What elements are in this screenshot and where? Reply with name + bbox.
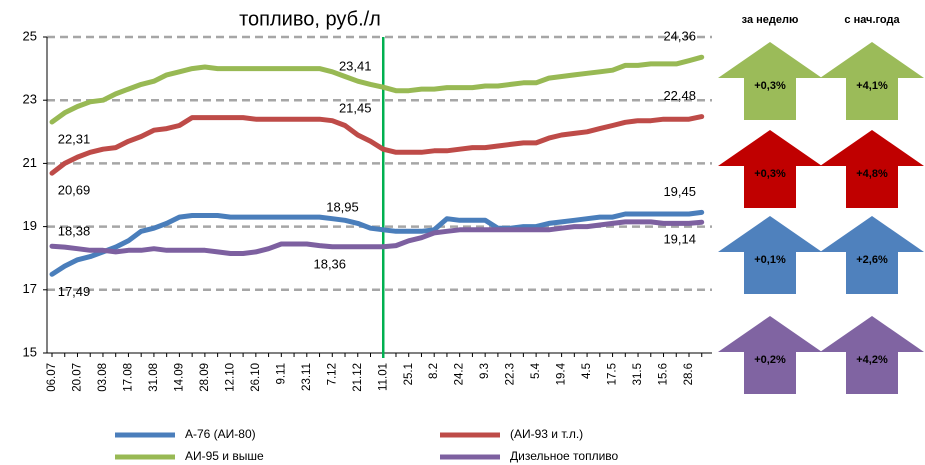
- arrow: [820, 216, 924, 294]
- y-tick-label: 15: [23, 344, 37, 359]
- series-line: [49, 114, 705, 176]
- y-tick-label: 21: [23, 155, 37, 170]
- arrow: [718, 130, 822, 208]
- x-tick-label: 06.07: [46, 363, 58, 392]
- y-tick-label: 23: [23, 92, 37, 107]
- y-tick-label: 17: [23, 281, 37, 296]
- arrow: [820, 42, 924, 120]
- panel-header: с нач.года: [844, 14, 900, 26]
- x-tick-label: 21.12: [352, 363, 364, 392]
- panel-header: за неделю: [742, 14, 799, 26]
- arrow-label: +2,6%: [856, 254, 888, 266]
- x-tick-label: 31.5: [632, 363, 644, 385]
- data-label: 18,38: [58, 224, 91, 239]
- x-tick-label: 17.5: [607, 363, 619, 385]
- legend-label: (АИ-93 и т.л.): [510, 427, 583, 441]
- series-line: [49, 219, 705, 256]
- x-tick-label: 28.09: [199, 363, 211, 392]
- data-label: 22,48: [663, 88, 696, 103]
- data-label: 23,41: [339, 59, 372, 74]
- y-tick-label: 19: [23, 218, 37, 233]
- x-tick-label: 12.10: [224, 363, 236, 392]
- arrow-label: +0,1%: [754, 254, 786, 266]
- arrow: [820, 316, 924, 394]
- data-label: 20,69: [58, 183, 91, 198]
- x-tick-label: 31.08: [148, 363, 160, 392]
- legend-label: Дизельное топливо: [510, 449, 619, 463]
- data-label: 24,36: [663, 29, 696, 44]
- arrow: [718, 216, 822, 294]
- x-tick-label: 5.4: [530, 362, 542, 379]
- x-tick-label: 15.6: [658, 363, 670, 385]
- x-tick-label: 23.11: [301, 363, 313, 391]
- data-label: 22,31: [58, 131, 91, 146]
- data-label: 21,45: [339, 101, 372, 116]
- legend-label: АИ-95 и выше: [185, 449, 264, 463]
- arrow-label: +0,3%: [754, 168, 786, 180]
- arrow: [820, 130, 924, 208]
- chart-title: топливо, руб./л: [239, 8, 381, 30]
- x-tick-label: 03.08: [97, 363, 109, 392]
- x-tick-label: 8.2: [428, 363, 440, 379]
- x-tick-label: 4.5: [581, 363, 593, 379]
- arrow-label: +0,3%: [754, 80, 786, 92]
- x-tick-label: 28.6: [683, 363, 695, 385]
- arrow-label: +4,1%: [856, 80, 888, 92]
- legend-label: А-76 (АИ-80): [185, 427, 256, 441]
- x-tick-label: 19.4: [556, 362, 568, 385]
- data-label: 18,36: [313, 256, 346, 271]
- data-label: 19,14: [663, 232, 696, 247]
- x-tick-label: 26.10: [250, 363, 262, 392]
- data-label: 18,95: [326, 200, 359, 215]
- arrow-label: +4,2%: [856, 354, 888, 366]
- x-tick-label: 7.12: [326, 363, 338, 385]
- x-tick-label: 14.09: [173, 363, 185, 392]
- x-tick-label: 25.1: [403, 363, 415, 385]
- x-tick-label: 22.3: [505, 363, 517, 385]
- x-tick-label: 17.08: [122, 363, 134, 392]
- x-tick-label: 11.01: [377, 363, 389, 391]
- data-label: 17,49: [58, 284, 91, 299]
- x-tick-label: 24.2: [454, 363, 466, 385]
- x-tick-label: 20.07: [72, 363, 84, 392]
- series-line: [49, 54, 705, 125]
- y-tick-label: 25: [23, 28, 37, 43]
- arrow: [718, 42, 822, 120]
- arrow: [718, 316, 822, 394]
- data-label: 19,45: [663, 184, 696, 199]
- series-line: [49, 209, 705, 277]
- arrow-label: +0,2%: [754, 354, 786, 366]
- x-tick-label: 9.3: [479, 363, 491, 379]
- arrow-label: +4,8%: [856, 168, 888, 180]
- x-tick-label: 9.11: [275, 363, 287, 385]
